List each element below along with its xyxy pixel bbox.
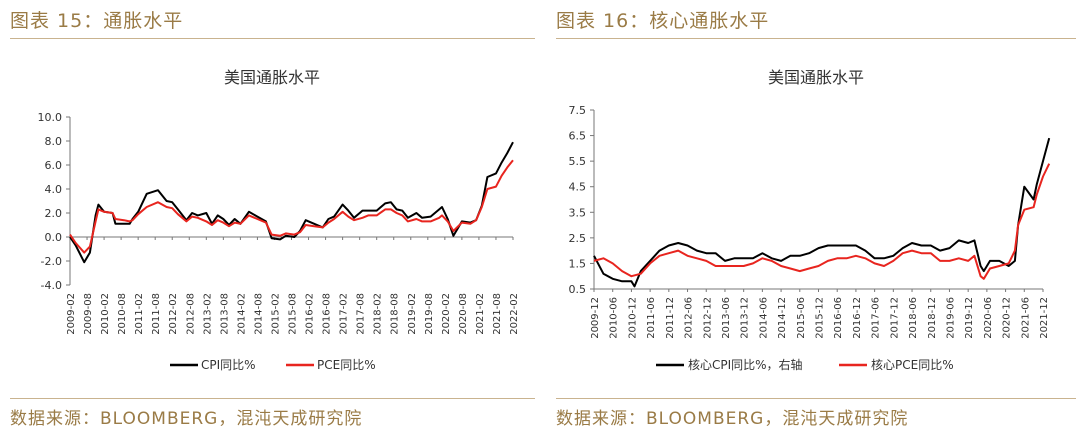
y-tick-label: 3.5 <box>569 206 587 219</box>
x-tick-label: 2011-12 <box>665 297 676 339</box>
legend-label: 核心CPI同比%，右轴 <box>688 357 803 372</box>
x-tick-label: 2012-12 <box>702 297 713 339</box>
x-tick-label: 2021-08 <box>492 293 503 335</box>
x-tick-label: 2018-06 <box>908 297 919 339</box>
x-tick-label: 2011-06 <box>646 297 657 339</box>
x-tick-label: 2017-06 <box>871 297 882 339</box>
x-tick-label: 2010-08 <box>117 293 128 335</box>
legend-label: 核心PCE同比% <box>871 358 954 372</box>
series-line-red <box>69 159 514 254</box>
y-tick-label: 1.5 <box>569 257 587 270</box>
x-tick-label: 2013-08 <box>219 293 230 335</box>
chart-title: 美国通胀水平 <box>224 68 320 87</box>
x-tick-label: 2018-12 <box>927 297 938 339</box>
x-tick-label: 2019-12 <box>964 297 975 339</box>
figure-title-right: 图表 16：核心通胀水平 <box>556 10 770 32</box>
x-tick-label: 2011-02 <box>134 293 145 335</box>
x-tick-label: 2016-12 <box>852 297 863 339</box>
x-tick-label: 2012-06 <box>684 297 695 339</box>
x-tick-label: 2015-02 <box>270 293 281 335</box>
x-tick-label: 2014-02 <box>236 293 247 335</box>
x-tick-label: 2014-08 <box>253 293 264 335</box>
x-tick-label: 2018-02 <box>373 293 384 335</box>
x-tick-label: 2013-06 <box>721 297 732 339</box>
x-tick-label: 2019-08 <box>424 293 435 335</box>
x-tick-label: 2014-12 <box>777 297 788 339</box>
x-tick-label: 2017-02 <box>339 293 350 335</box>
y-tick-label: 4.0 <box>45 183 63 196</box>
y-tick-label: -2.0 <box>41 255 62 268</box>
x-tick-label: 2012-02 <box>168 293 179 335</box>
x-tick-label: 2021-06 <box>1020 297 1031 339</box>
series-line-red <box>593 163 1051 280</box>
x-tick-label: 2009-02 <box>66 293 77 335</box>
x-tick-label: 2022-02 <box>509 293 520 335</box>
y-tick-label: 5.5 <box>569 155 587 168</box>
legend-label: CPI同比% <box>201 358 256 372</box>
divider-top-left <box>10 38 535 39</box>
inflation-chart: 美国通胀水平 10.0 8.0 6.0 4.0 2.0 0.0 -2.0 -4.0 2009-0… <box>38 68 521 372</box>
x-tick-label: 2016-08 <box>322 293 333 335</box>
x-tick-label: 2020-12 <box>1002 297 1013 339</box>
y-tick-label: 0.5 <box>569 283 587 296</box>
x-tick-label: 2015-06 <box>796 297 807 339</box>
y-tick-label: 6.0 <box>45 159 63 172</box>
x-tick-label: 2010-06 <box>609 297 620 339</box>
figure-title-left: 图表 15：通胀水平 <box>10 10 184 32</box>
x-tick-label: 2011-08 <box>151 293 162 335</box>
x-tick-label: 2021-12 <box>1039 297 1050 339</box>
y-tick-label: 2.5 <box>569 232 587 245</box>
x-tick-label: 2009-12 <box>590 297 601 339</box>
x-tick-label: 2013-02 <box>202 293 213 335</box>
y-tick-label: 6.5 <box>569 130 587 143</box>
x-tick-label: 2015-12 <box>815 297 826 339</box>
x-tick-label: 2016-02 <box>305 293 316 335</box>
series-line-black <box>69 141 514 264</box>
x-tick-label: 2020-08 <box>458 293 469 335</box>
divider-bottom-left <box>10 398 535 399</box>
source-note-left: 数据来源：BLOOMBERG，混沌天成研究院 <box>10 409 363 429</box>
x-tick-label: 2010-12 <box>627 297 638 339</box>
x-tick-label: 2014-06 <box>758 297 769 339</box>
x-tick-label: 2020-02 <box>441 293 452 335</box>
divider-top-right <box>556 38 1076 39</box>
legend-label: PCE同比% <box>317 358 376 372</box>
x-tick-label: 2012-08 <box>185 293 196 335</box>
y-tick-label: 7.5 <box>569 104 587 117</box>
divider-bottom-right <box>556 398 1076 399</box>
y-tick-label: -4.0 <box>41 279 62 292</box>
x-tick-label: 2018-08 <box>390 293 401 335</box>
x-tick-label: 2020-06 <box>983 297 994 339</box>
y-tick-label: 0.0 <box>45 231 63 244</box>
x-tick-label: 2015-08 <box>288 293 299 335</box>
source-note-right: 数据来源：BLOOMBERG，混沌天成研究院 <box>556 409 909 429</box>
y-tick-label: 8.0 <box>45 135 63 148</box>
x-tick-label: 2016-06 <box>833 297 844 339</box>
x-tick-label: 2017-12 <box>889 297 900 339</box>
x-tick-label: 2009-08 <box>83 293 94 335</box>
x-tick-label: 2013-12 <box>740 297 751 339</box>
y-tick-label: 2.0 <box>45 207 63 220</box>
x-tick-label: 2019-02 <box>407 293 418 335</box>
x-tick-label: 2017-08 <box>356 293 367 335</box>
x-tick-label: 2021-02 <box>475 293 486 335</box>
x-tick-label: 2019-06 <box>945 297 956 339</box>
y-tick-label: 4.5 <box>569 181 587 194</box>
series-line-black <box>593 137 1051 288</box>
x-tick-label: 2010-02 <box>100 293 111 335</box>
chart-title: 美国通胀水平 <box>768 68 864 87</box>
y-tick-label: 10.0 <box>38 111 63 124</box>
